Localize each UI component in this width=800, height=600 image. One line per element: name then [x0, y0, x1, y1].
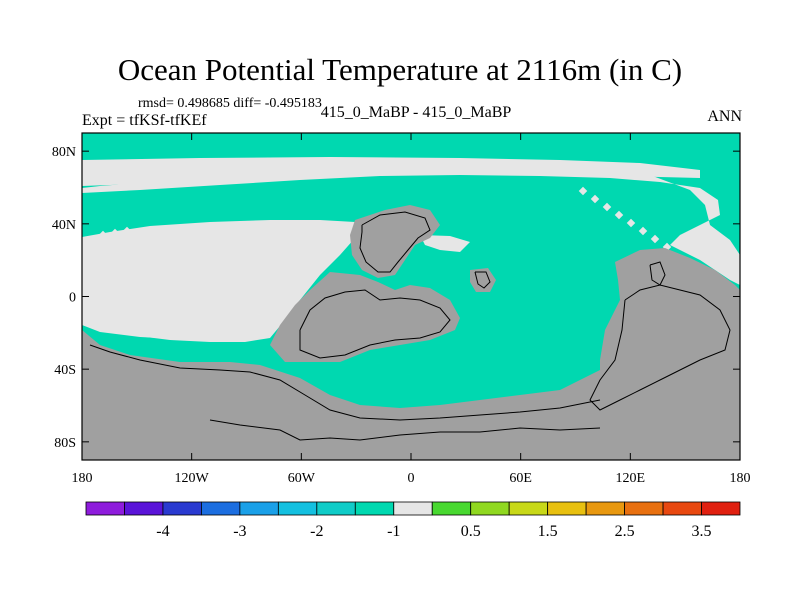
plot-title: Ocean Potential Temperature at 2116m (in… — [117, 52, 683, 87]
y-axis: 80N 40N 0 40S 80S — [52, 145, 740, 451]
colorbar-swatch — [354, 501, 395, 516]
colorbar-swatch — [470, 501, 510, 516]
y-tick-label: 40S — [54, 363, 76, 378]
y-tick-label: 40N — [52, 218, 76, 233]
y-tick-label: 80N — [52, 145, 76, 160]
arctic-strip — [82, 157, 700, 186]
colorbar-label: 1.5 — [538, 523, 558, 540]
landmass-south-atlantic — [270, 272, 460, 362]
near-zero-regions — [82, 157, 740, 342]
x-tick-label: 120W — [175, 471, 210, 486]
colorbar-label: -1 — [387, 523, 400, 540]
coastlines — [89, 211, 731, 441]
case-label: 415_0_MaBP - 415_0_MaBP — [320, 104, 512, 121]
colorbar-swatch — [201, 501, 241, 516]
stats-label: rmsd= 0.498685 diff= -0.495183 — [138, 96, 322, 111]
colorbar-swatch — [624, 501, 664, 516]
x-tick-label: 120E — [616, 471, 646, 486]
colorbar-swatch — [316, 501, 356, 516]
atlantic-patch — [420, 235, 470, 252]
landmass-north-africa-europe — [350, 205, 440, 278]
land-mask — [82, 205, 740, 460]
colorbar-label: 0.5 — [461, 523, 481, 540]
colorbar-label: -4 — [156, 523, 169, 540]
colorbar-swatch — [701, 501, 741, 516]
colorbar-swatch — [393, 501, 433, 516]
colorbar-label: -3 — [233, 523, 246, 540]
x-tick-label: 180 — [730, 471, 751, 486]
landmass-east — [600, 248, 740, 460]
colorbar-swatch — [431, 501, 472, 516]
south-pacific-grey — [82, 244, 300, 340]
experiment-label: Expt = tfKSf-tfKEf — [82, 112, 207, 129]
colorbar-swatch — [239, 501, 279, 516]
colorbar-label: 3.5 — [692, 523, 712, 540]
x-axis: 180 120W 60W 0 60E 120E 180 — [72, 133, 751, 486]
colorbar-label: -2 — [310, 523, 323, 540]
colorbar-swatch — [508, 501, 549, 516]
colorbar-swatch — [124, 501, 164, 516]
y-tick-label: 80S — [54, 436, 76, 451]
colorbar-swatch — [85, 501, 125, 516]
colorbar-swatch — [547, 501, 587, 516]
colorbar-swatch — [162, 501, 202, 516]
colorbar-swatch — [662, 501, 702, 516]
landmass-south — [82, 330, 600, 460]
x-tick-label: 180 — [72, 471, 93, 486]
season-label: ANN — [707, 108, 742, 125]
landmass-small-island — [470, 268, 496, 292]
colorbar-swatch — [585, 501, 625, 516]
x-tick-label: 0 — [408, 471, 415, 486]
x-tick-label: 60W — [288, 471, 316, 486]
colorbar: -4 -3 -2 -1 0.5 1.5 2.5 3.5 — [85, 501, 741, 540]
y-tick-label: 0 — [69, 291, 76, 306]
colorbar-label: 2.5 — [615, 523, 635, 540]
colorbar-swatch — [277, 501, 318, 516]
x-tick-label: 60E — [509, 471, 532, 486]
